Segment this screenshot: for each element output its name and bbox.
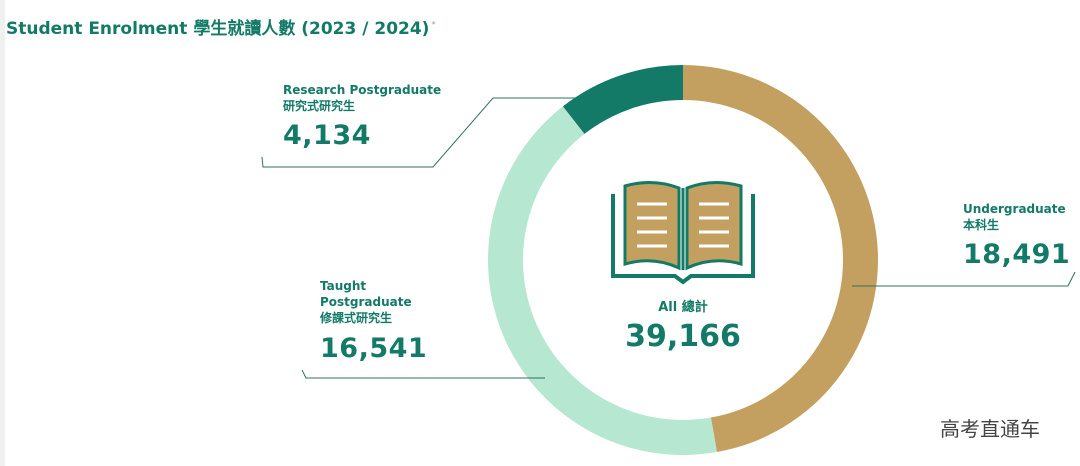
research-value: 4,134 [283, 120, 371, 152]
total-value: 39,166 [625, 319, 741, 354]
taught-value: 16,541 [320, 332, 428, 364]
total-block: All 總計 39,166 [603, 296, 763, 354]
title-footnote-mark: * [431, 20, 436, 30]
research-label-en: Research Postgraduate [283, 83, 442, 97]
slice-research-postgraduate [562, 65, 683, 134]
open-book-icon [611, 181, 755, 285]
slice-taught-postgraduate [488, 106, 717, 456]
label-research: Research Postgraduate 研究式研究生 4,134 [283, 82, 441, 155]
donut-slices [488, 65, 879, 456]
label-undergraduate: Undergraduate 本科生 18,491 [963, 201, 1070, 274]
undergraduate-value: 18,491 [963, 239, 1071, 271]
slice-undergraduate [683, 65, 879, 453]
leader-undergraduate [852, 271, 1076, 287]
taught-label-en-line2: Postgraduate [320, 295, 412, 310]
watermark: 高考直通车 [940, 417, 1040, 441]
leader-lines [261, 97, 1076, 379]
taught-label-en-line1: Taught [320, 279, 367, 293]
taught-label-zh: 修課式研究生 [320, 311, 393, 326]
leader-research [261, 97, 575, 168]
chart-title: Student Enrolment 學生就讀人數 (2023 / 2024) * [6, 19, 436, 39]
undergraduate-label-en: Undergraduate [963, 202, 1066, 216]
label-taught: Taught Postgraduate 修課式研究生 16,541 [320, 278, 427, 367]
research-label-zh: 研究式研究生 [283, 99, 356, 114]
undergraduate-label-zh: 本科生 [963, 218, 1000, 233]
total-label: All 總計 [658, 300, 708, 315]
left-edge-strip [0, 0, 5, 466]
leader-taught [301, 369, 545, 379]
